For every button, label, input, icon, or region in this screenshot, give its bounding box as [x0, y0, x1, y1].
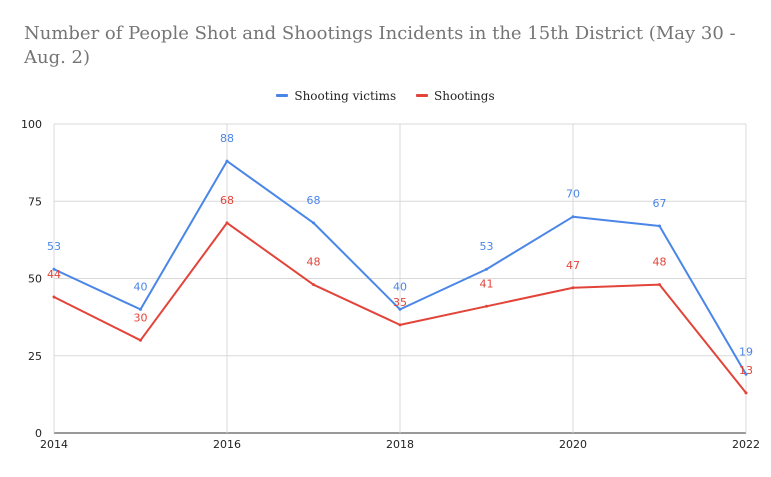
data-label-shooting-victims-2017: 68	[307, 194, 321, 207]
data-point-shootings-2021	[658, 283, 661, 287]
legend-label-shootings: Shootings	[434, 88, 495, 103]
y-tick-label-75: 75	[28, 195, 42, 208]
data-point-shooting-victims-2022	[744, 372, 748, 376]
legend-label-shooting-victims: Shooting victims	[294, 88, 397, 103]
data-label-shootings-2022: 13	[739, 364, 753, 377]
data-label-shootings-2014: 44	[47, 268, 61, 281]
data-point-shooting-victims-2015	[139, 307, 142, 311]
data-label-shooting-victims-2022: 19	[739, 345, 753, 358]
x-tick-label-2014: 2014	[40, 438, 68, 451]
data-label-shooting-victims-2014: 53	[47, 240, 61, 253]
data-point-shootings-2016	[225, 221, 229, 225]
legend: Shooting victims Shootings	[0, 86, 771, 103]
data-point-shootings-2014	[52, 295, 56, 299]
x-tick-label-2018: 2018	[386, 438, 414, 451]
data-label-shooting-victims-2020: 70	[566, 188, 580, 201]
data-point-shootings-2019	[485, 304, 488, 308]
y-tick-label-0: 0	[35, 427, 42, 440]
data-point-shooting-victims-2017	[312, 221, 315, 225]
data-label-shooting-victims-2018: 40	[393, 280, 407, 293]
data-label-shootings-2015: 30	[134, 311, 148, 324]
data-label-shootings-2017: 48	[307, 256, 321, 269]
legend-item-shooting-victims[interactable]: Shooting victims	[276, 89, 396, 103]
data-label-shootings-2020: 47	[566, 259, 580, 272]
data-point-shooting-victims-2020	[571, 215, 575, 219]
data-point-shooting-victims-2018	[398, 307, 402, 311]
data-point-shootings-2017	[312, 283, 315, 287]
chart-title: Number of People Shot and Shootings Inci…	[24, 23, 736, 68]
x-tick-label-2020: 2020	[559, 438, 587, 451]
legend-swatch-shooting-victims	[276, 94, 289, 97]
data-point-shootings-2020	[571, 286, 575, 290]
y-tick-label-50: 50	[28, 273, 42, 286]
data-point-shootings-2018	[398, 323, 402, 327]
data-label-shootings-2019: 41	[480, 277, 494, 290]
data-point-shooting-victims-2016	[225, 159, 229, 163]
data-label-shootings-2021: 48	[653, 256, 667, 269]
data-label-shootings-2018: 35	[393, 296, 407, 309]
data-point-shooting-victims-2019	[485, 267, 488, 271]
data-point-shootings-2015	[139, 338, 142, 342]
data-label-shootings-2016: 68	[220, 194, 234, 207]
legend-item-shootings[interactable]: Shootings	[416, 89, 495, 103]
x-tick-label-2022: 2022	[732, 438, 760, 451]
data-label-shooting-victims-2015: 40	[134, 280, 148, 293]
x-tick-label-2016: 2016	[213, 438, 241, 451]
y-tick-label-100: 100	[21, 118, 42, 131]
data-point-shooting-victims-2021	[658, 224, 661, 228]
data-label-shooting-victims-2021: 67	[653, 197, 667, 210]
data-label-shooting-victims-2019: 53	[480, 240, 494, 253]
data-point-shooting-victims-2014	[52, 267, 56, 271]
legend-swatch-shootings	[416, 94, 428, 97]
data-label-shooting-victims-2016: 88	[220, 132, 234, 145]
data-point-shootings-2022	[744, 391, 748, 395]
y-tick-label-25: 25	[28, 350, 42, 363]
